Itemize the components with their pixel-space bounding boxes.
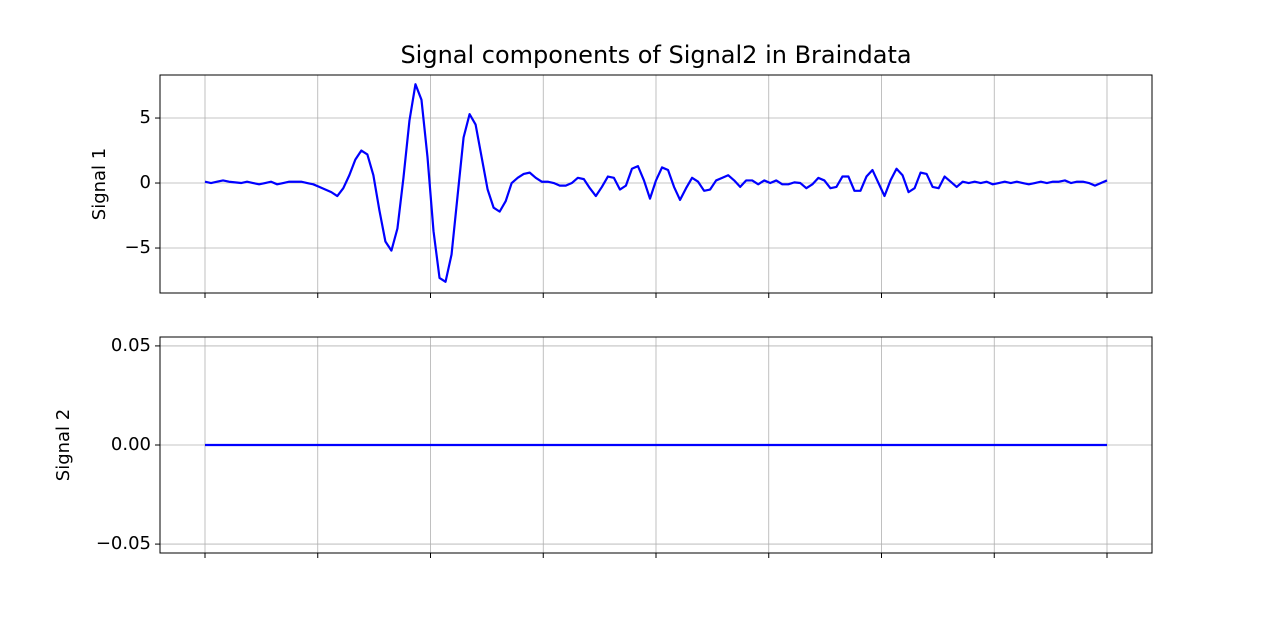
y-axis-label: Signal 1 — [89, 148, 110, 220]
y-tick-label: −0.05 — [96, 533, 151, 554]
y-tick-label: −5 — [124, 237, 151, 258]
y-tick-label: 0.05 — [111, 335, 151, 356]
axes-frame — [159, 74, 1153, 294]
y-axis-label: Signal 2 — [53, 409, 74, 481]
axes-frame — [159, 336, 1153, 554]
y-tick-label: 0.00 — [111, 434, 151, 455]
y-tick-label: 0 — [140, 172, 151, 193]
series-line — [204, 83, 1108, 283]
y-tick-label: 5 — [140, 107, 151, 128]
chart-title: Signal components of Signal2 in Braindat… — [400, 41, 911, 69]
